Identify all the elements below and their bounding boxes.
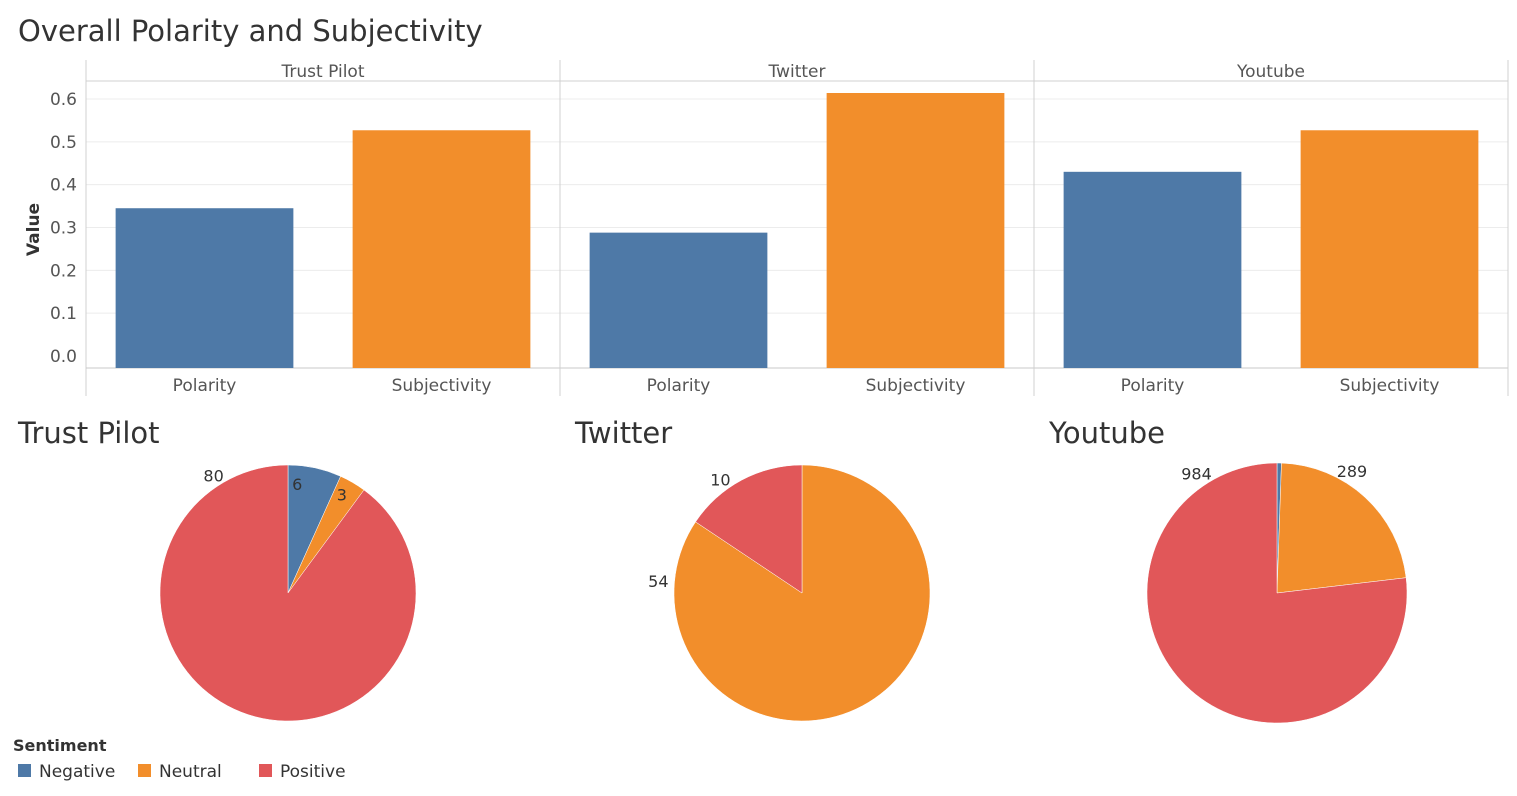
y-tick-label: 0.5 (50, 133, 77, 153)
x-category-label: Polarity (647, 376, 711, 396)
bar-trust-pilot-polarity (115, 208, 294, 368)
x-category-label: Subjectivity (392, 376, 492, 396)
bar-trust-pilot-subjectivity (352, 130, 531, 368)
legend-title: Sentiment (13, 736, 107, 755)
sentiment-legend: Sentiment Negative Neutral Positive (13, 736, 346, 782)
x-category-label: Polarity (173, 376, 237, 396)
bar-youtube-subjectivity (1300, 130, 1479, 368)
pie-slice-youtube-positive (1146, 462, 1408, 724)
y-tick-label: 0.6 (50, 90, 77, 110)
legend-label-neutral: Neutral (159, 762, 222, 782)
pie-label-trust-pilot-neutral: 3 (337, 486, 347, 505)
bar-twitter-subjectivity (826, 93, 1005, 369)
pie-label-twitter-neutral: 54 (648, 572, 668, 591)
pie-label-trust-pilot-negative: 6 (292, 475, 302, 494)
bar-chart-title: Overall Polarity and Subjectivity (18, 14, 483, 48)
panel-header-twitter: Twitter (768, 62, 826, 82)
pie-title-youtube: Youtube (1048, 416, 1165, 450)
pie-label-youtube-positive: 984 (1181, 465, 1212, 484)
pie-title-trust-pilot: Trust Pilot (17, 416, 160, 450)
pie-charts: Trust Pilot6380Twitter5410Youtube7289984 (17, 416, 1408, 724)
pie-slice-youtube-neutral (1276, 462, 1407, 594)
bar-twitter-polarity (589, 232, 768, 368)
pie-label-trust-pilot-positive: 80 (203, 466, 223, 485)
legend-label-negative: Negative (39, 762, 115, 782)
pie-title-twitter: Twitter (574, 416, 672, 450)
pie-slice-twitter-positive (695, 464, 803, 594)
pie-label-twitter-positive: 10 (710, 471, 730, 490)
x-category-label: Subjectivity (1340, 376, 1440, 396)
x-category-label: Subjectivity (866, 376, 966, 396)
x-category-label: Polarity (1121, 376, 1185, 396)
legend-swatch-positive (259, 764, 272, 777)
y-axis-title: Value (24, 203, 44, 256)
y-tick-label: 0.2 (50, 261, 77, 281)
bar-youtube-polarity (1063, 171, 1242, 368)
y-tick-label: 0.0 (50, 347, 77, 367)
panel-header-youtube: Youtube (1236, 62, 1305, 82)
panel-header-trust-pilot: Trust Pilot (281, 62, 365, 82)
legend-swatch-neutral (138, 764, 151, 777)
legend-label-positive: Positive (280, 762, 346, 782)
pie-slice-trust-pilot-positive (159, 464, 417, 722)
legend-swatch-negative (18, 764, 31, 777)
bar-chart: 0.0 0.1 0.2 0.3 0.4 0.5 0.6 Value Trust Pilot Pol… (24, 60, 1509, 396)
y-tick-label: 0.3 (50, 219, 77, 239)
pie-slice-twitter-neutral (673, 464, 931, 722)
y-tick-label: 0.4 (50, 176, 77, 196)
y-tick-label: 0.1 (50, 304, 77, 324)
pie-label-youtube-neutral: 289 (1337, 462, 1368, 481)
